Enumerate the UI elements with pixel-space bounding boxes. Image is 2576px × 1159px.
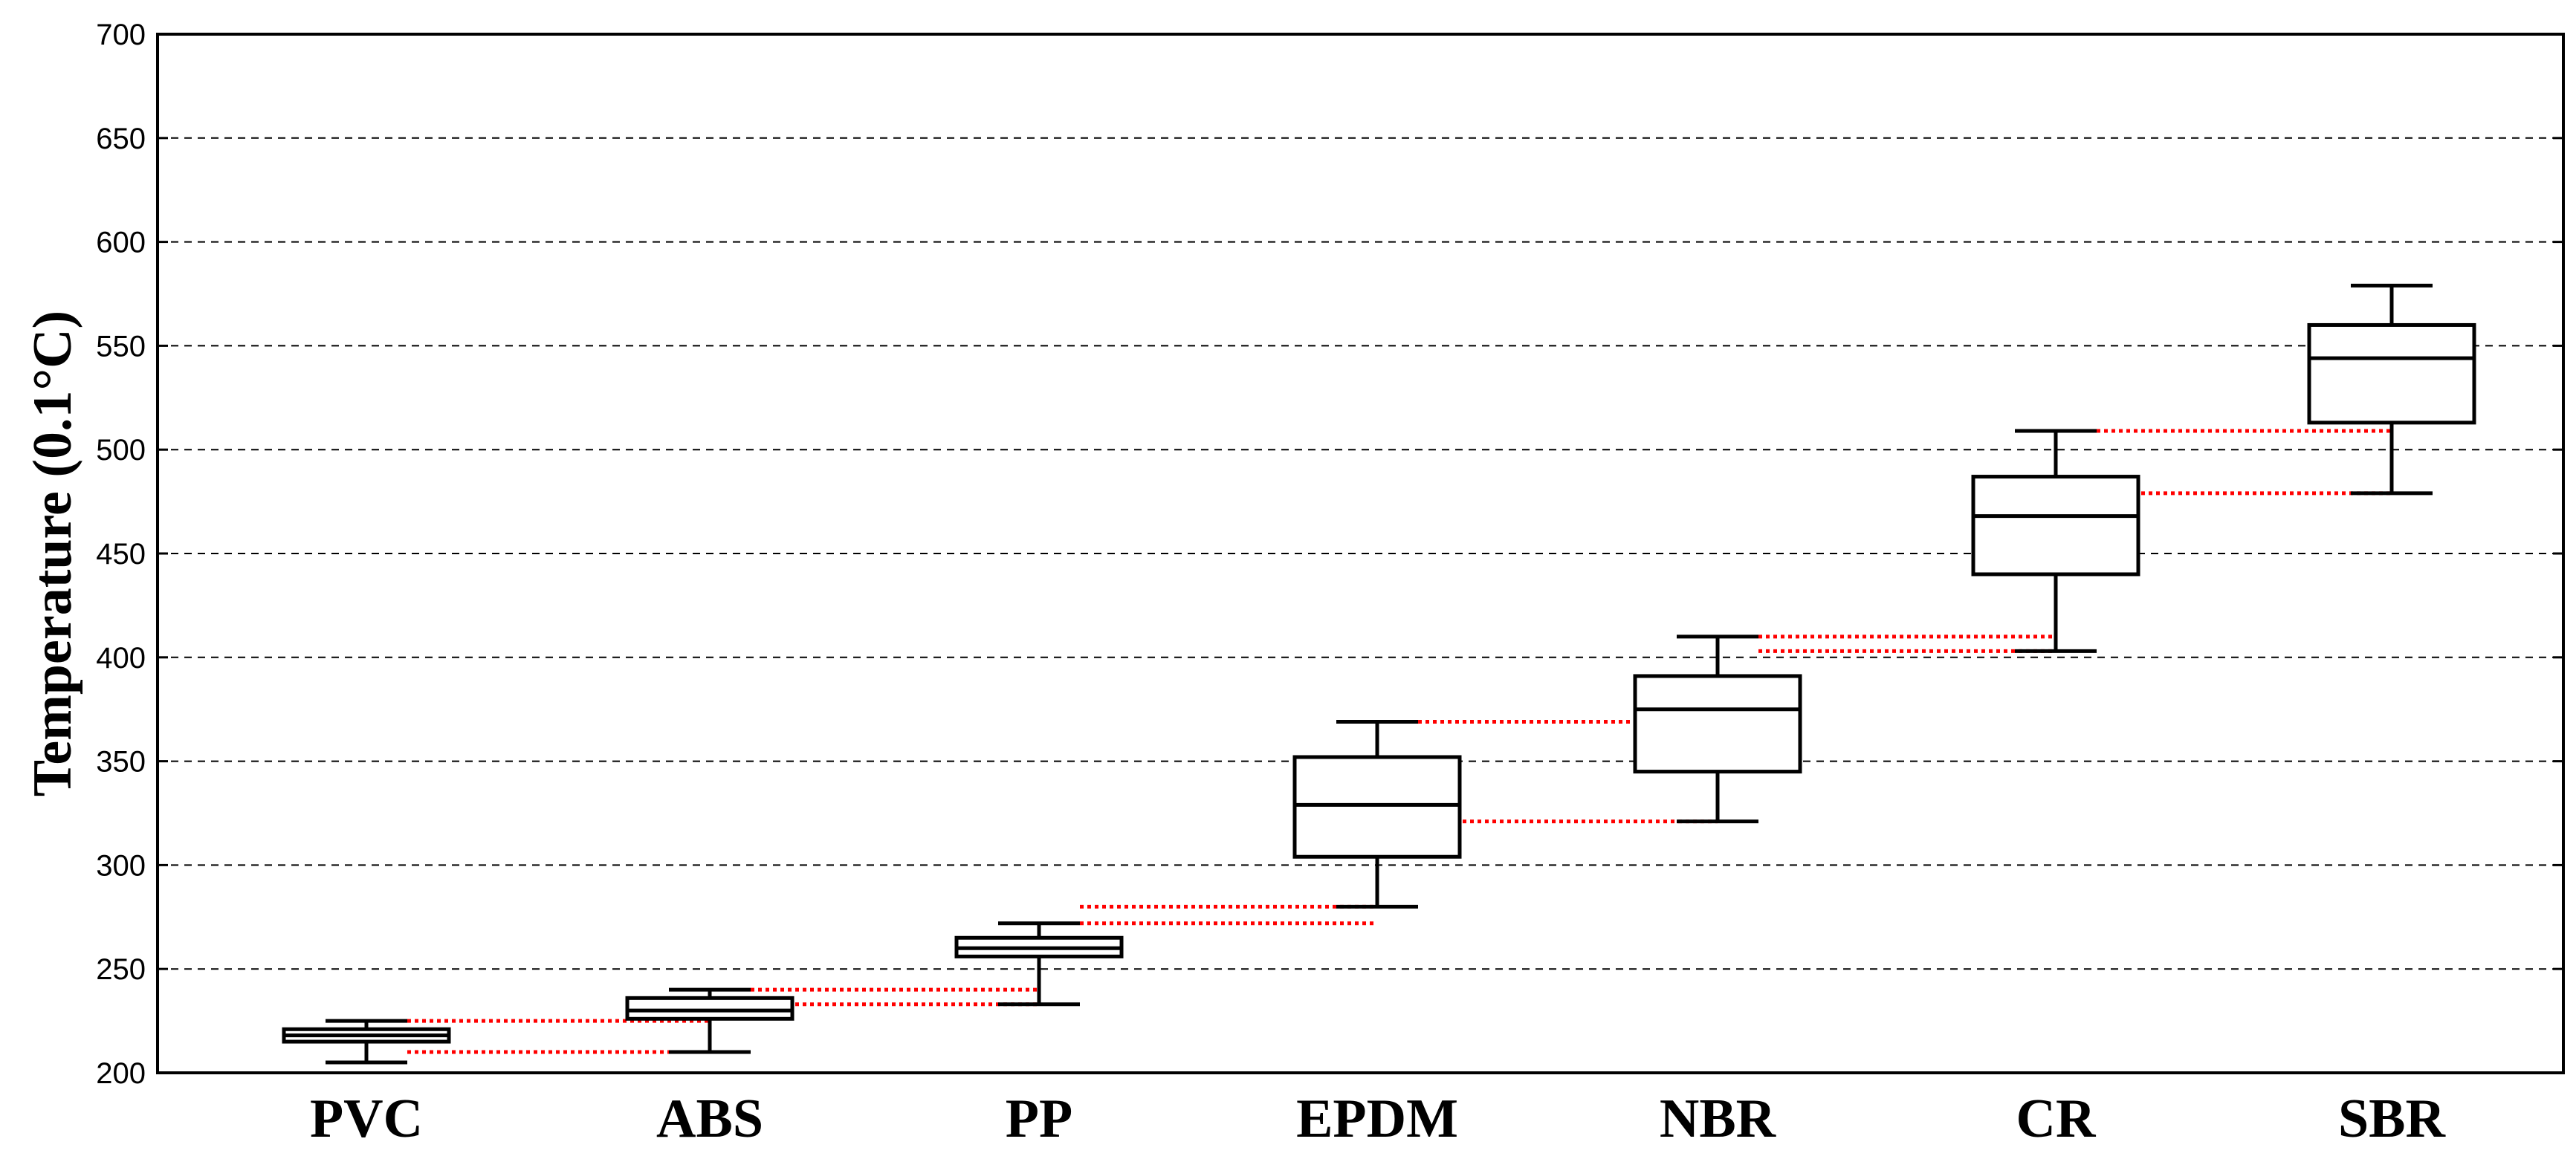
x-label-sbr: SBR bbox=[2338, 1088, 2447, 1149]
y-axis-title: Temperature (0.1°C) bbox=[22, 311, 83, 796]
box-sbr bbox=[2307, 283, 2476, 496]
y-tick-label: 350 bbox=[96, 746, 146, 779]
x-label-abs: ABS bbox=[656, 1088, 763, 1149]
box-cr bbox=[1971, 429, 2140, 653]
box-body bbox=[1633, 674, 1802, 774]
y-tick-label: 550 bbox=[96, 330, 146, 363]
box-epdm bbox=[1292, 719, 1462, 909]
plot-frame bbox=[156, 33, 2565, 1074]
y-tick-label: 300 bbox=[96, 849, 146, 882]
y-tick-label: 200 bbox=[96, 1057, 146, 1090]
connector-lines bbox=[407, 429, 2392, 1054]
x-label-pp: PP bbox=[1006, 1088, 1072, 1149]
y-tick-label: 500 bbox=[96, 434, 146, 467]
box-pvc bbox=[282, 1019, 451, 1065]
y-tick-label: 250 bbox=[96, 953, 146, 986]
y-tick-label: 450 bbox=[96, 538, 146, 571]
box-pp bbox=[954, 921, 1124, 1007]
y-tick-label: 650 bbox=[96, 123, 146, 155]
boxes bbox=[282, 283, 2476, 1065]
y-tick-label: 600 bbox=[96, 227, 146, 259]
box-body bbox=[1971, 475, 2140, 577]
y-axis-ticks: 200 250 300 350 400 450 500 550 600 650 700 bbox=[96, 19, 2563, 1090]
x-label-pvc: PVC bbox=[310, 1088, 423, 1149]
y-tick-label: 700 bbox=[96, 19, 146, 51]
box-body bbox=[625, 996, 795, 1021]
box-abs bbox=[625, 987, 795, 1054]
x-axis-labels: PVC ABS PP EPDM NBR CR SBR bbox=[310, 1088, 2447, 1149]
box-body bbox=[1292, 755, 1462, 859]
x-label-epdm: EPDM bbox=[1296, 1088, 1458, 1149]
y-tick-label: 400 bbox=[96, 642, 146, 675]
box-body bbox=[2307, 322, 2476, 425]
x-label-cr: CR bbox=[2016, 1088, 2097, 1149]
x-label-nbr: NBR bbox=[1660, 1088, 1777, 1149]
box-nbr bbox=[1633, 634, 1802, 824]
